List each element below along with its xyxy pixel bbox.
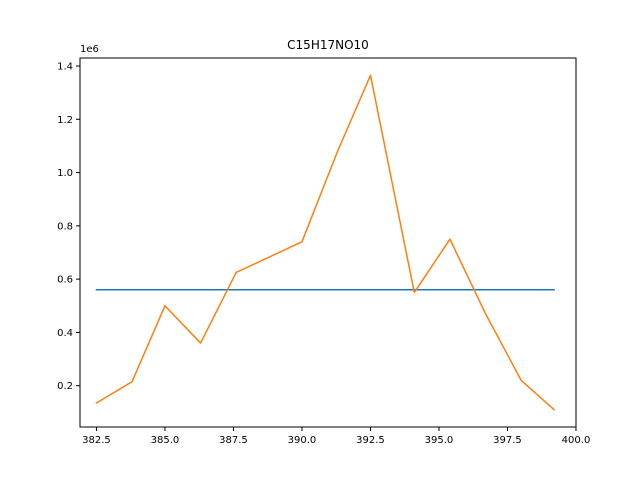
x-tick-label: 390.0 <box>288 435 317 446</box>
y-tick-label: 0.6 <box>57 275 73 286</box>
chart-title: C15H17NO10 <box>287 38 369 52</box>
y-tick-label: 1.2 <box>57 115 73 126</box>
x-tick-label: 387.5 <box>219 435 248 446</box>
y-tick-label: 0.8 <box>57 221 73 232</box>
x-tick-label: 400.0 <box>562 435 591 446</box>
plot-area: 382.5 385.0 387.5 390.0 392.5 395.0 397.5 400.0… <box>57 61 590 446</box>
y-tick-label: 0.2 <box>57 381 73 392</box>
axes-frame <box>79 57 577 428</box>
x-tick-label: 395.0 <box>425 435 454 446</box>
y-tick-label: 1.0 <box>57 168 73 179</box>
x-tick-label: 385.0 <box>151 435 180 446</box>
y-offset-text: 1e6 <box>80 44 99 55</box>
y-tick-label: 1.4 <box>57 61 73 72</box>
x-tick-label: 397.5 <box>493 435 522 446</box>
y-tick-label: 0.4 <box>57 328 73 339</box>
series-line-2 <box>95 74 556 411</box>
x-tick-label: 382.5 <box>82 435 111 446</box>
x-tick-label: 392.5 <box>356 435 385 446</box>
